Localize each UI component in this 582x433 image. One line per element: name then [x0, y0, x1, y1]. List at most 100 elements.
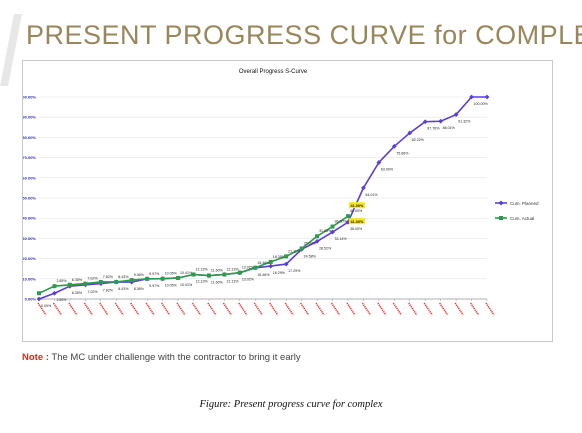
data-point — [145, 276, 150, 281]
data-point — [330, 224, 335, 229]
data-label: 2.85% — [56, 298, 67, 302]
y-tick-label: 100.00% — [23, 95, 36, 100]
x-tick-label — [207, 302, 217, 316]
y-tick-label: 10.00% — [23, 276, 36, 281]
data-label: 12.13% — [195, 267, 208, 271]
x-tick-label — [37, 302, 47, 316]
x-tick-label — [361, 302, 372, 316]
data-label: 9.97% — [149, 272, 160, 276]
data-point — [299, 246, 304, 251]
data-point — [284, 254, 289, 259]
chart-frame: Overall Progress S-Curve 0.00% 10.00% 20.0… — [22, 60, 553, 342]
data-label: 87.76% — [427, 127, 440, 131]
x-tick-label — [315, 302, 325, 316]
data-label: 41.00% — [350, 209, 363, 213]
data-label: 11.60% — [211, 269, 224, 273]
data-label: 6.35% — [72, 291, 83, 295]
data-point — [253, 265, 258, 270]
data-point — [176, 275, 181, 280]
data-label: 33.14% — [335, 237, 348, 241]
x-tick-label — [68, 302, 78, 316]
y-tick-label: 90.00% — [23, 115, 36, 120]
data-label: 7.02% — [87, 277, 98, 281]
y-tick-label: 80.00% — [23, 135, 36, 140]
x-tick-label — [469, 302, 480, 316]
series-layer: 0.00% 2.85% 6.35% 7.02% 7.62% 8.43% 8.36% 9.97%… — [36, 94, 490, 308]
legend-planned-label: Cum. Planned — [510, 201, 539, 206]
highlight-box — [348, 218, 365, 225]
data-point — [407, 130, 413, 136]
data-label: 12.13% — [195, 279, 208, 283]
data-label: 2.85% — [56, 279, 67, 283]
x-tick-label — [238, 302, 248, 316]
x-tick-label — [83, 302, 94, 316]
data-point — [160, 276, 165, 281]
data-point — [345, 219, 351, 225]
data-point — [315, 234, 320, 239]
data-point — [314, 238, 320, 244]
data-label: 15.46% — [257, 273, 270, 277]
data-label: 6.35% — [72, 278, 83, 282]
page-title: PRESENT PROGRESS CURVE for COMPLEX — [26, 20, 582, 50]
x-tick-label — [423, 302, 433, 316]
x-tick-label — [485, 302, 495, 316]
data-label: 15.46% — [257, 261, 270, 265]
highlight-label: 41.00% — [350, 204, 364, 208]
data-point — [83, 281, 88, 286]
x-tick-label — [330, 302, 341, 316]
y-tick-label: 0.00% — [25, 297, 37, 302]
data-label: 8.43% — [118, 287, 129, 291]
data-label: 0.00% — [41, 304, 52, 308]
x-tick-label — [299, 302, 310, 316]
data-label: 88.01% — [443, 126, 456, 130]
y-tick-label: 40.00% — [23, 216, 36, 221]
y-tick-label: 60.00% — [23, 175, 36, 180]
data-label: 7.62% — [103, 275, 114, 279]
data-point — [206, 273, 211, 278]
data-label: 16.29% — [273, 271, 286, 275]
data-label: 31.08% — [319, 229, 332, 233]
data-label: 10.05% — [165, 284, 178, 288]
data-point — [67, 282, 72, 287]
x-tick-label — [377, 302, 387, 316]
data-label: 75.66% — [396, 151, 409, 155]
data-label: 13.02% — [242, 266, 255, 270]
grid-lines — [39, 96, 487, 300]
x-tick-label — [284, 302, 294, 316]
data-point — [52, 290, 57, 296]
data-point — [376, 160, 382, 165]
x-tick-label — [408, 302, 418, 316]
decorative-slash — [0, 14, 22, 86]
data-label: 12.13% — [226, 267, 239, 271]
data-point — [114, 279, 119, 284]
data-point — [361, 185, 366, 191]
data-point — [283, 261, 289, 267]
data-point — [345, 214, 350, 219]
data-point — [52, 284, 57, 289]
x-tick-label — [392, 302, 402, 316]
data-label: 12.13% — [226, 279, 239, 283]
data-label: 54.01% — [365, 193, 378, 197]
y-tick-label: 30.00% — [23, 236, 36, 241]
x-tick-label — [52, 302, 63, 316]
x-tick-label — [176, 302, 186, 316]
data-point — [222, 272, 227, 277]
note: Note : The MC under challenge with the c… — [22, 352, 301, 363]
data-point — [484, 94, 490, 100]
legend: Cum. Planned Cum. Actual — [495, 200, 539, 221]
data-label: 18.35% — [273, 255, 286, 259]
legend-actual-label: Cum. Actual — [510, 216, 534, 221]
data-label: 10.41% — [180, 283, 193, 287]
y-tick-label: 50.00% — [23, 196, 36, 201]
data-point — [36, 296, 42, 302]
x-tick-label — [222, 302, 233, 316]
data-label: 82.22% — [412, 138, 425, 142]
data-label: 7.62% — [103, 289, 114, 293]
highlight-label: 41.00% — [350, 220, 364, 224]
x-tick-label — [114, 302, 124, 316]
x-tick-label — [130, 302, 140, 316]
x-tick-label — [145, 302, 155, 316]
note-label: Note : — [22, 352, 49, 363]
data-point — [453, 112, 459, 117]
data-label: 28.52% — [319, 246, 332, 250]
